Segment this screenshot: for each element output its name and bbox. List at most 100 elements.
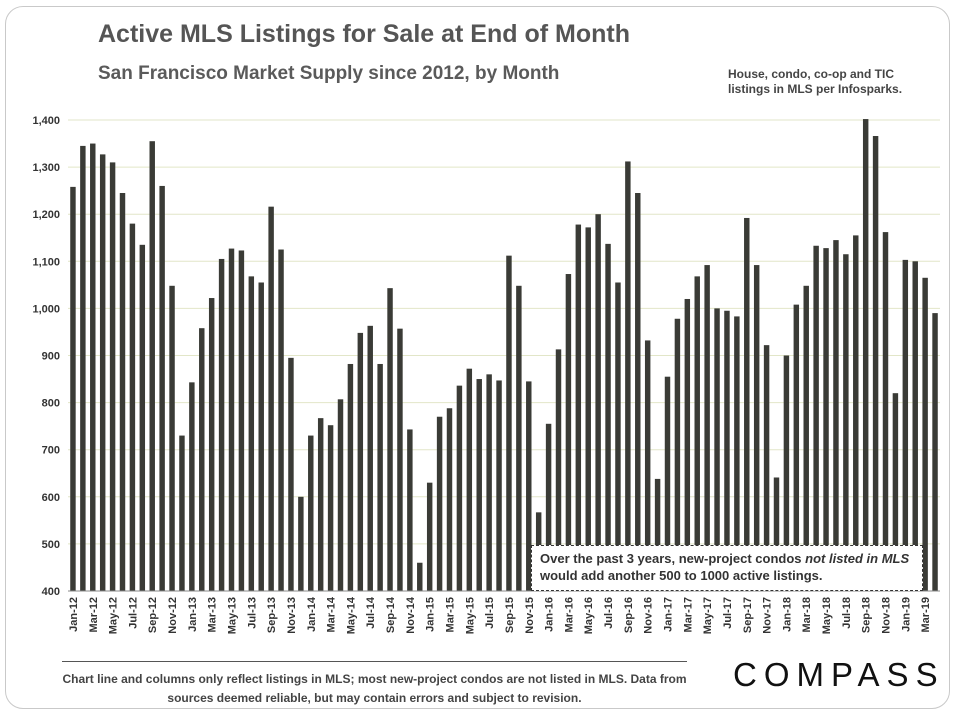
bar-Apr-16 <box>575 224 582 591</box>
bar-Aug-16 <box>615 282 621 591</box>
bar-Jul-13 <box>248 276 255 591</box>
bar-Apr-14 <box>337 399 344 591</box>
chart-subtitle: San Francisco Market Supply since 2012, … <box>98 63 560 84</box>
x-tick-label: Mar-14 <box>326 596 338 632</box>
x-tick-label: Nov-15 <box>524 597 536 634</box>
bar-Jan-17 <box>664 376 671 591</box>
bar-Aug-18 <box>853 235 859 591</box>
bar-Feb-14 <box>317 418 324 591</box>
x-tick-label: Jan-14 <box>306 596 318 632</box>
x-tick-label: Mar-17 <box>682 597 694 632</box>
y-tick-label: 1,400 <box>32 115 60 127</box>
bar-Jan-19 <box>902 259 909 591</box>
y-tick-label: 900 <box>42 351 60 363</box>
bar-Nov-15 <box>526 381 532 591</box>
x-tick-label: Nov-12 <box>167 597 179 634</box>
bar-Mar-16 <box>565 274 572 591</box>
x-tick-label: Nov-16 <box>643 597 655 634</box>
x-tick-label: Nov-18 <box>881 597 893 634</box>
bar-Sep-14 <box>387 288 393 591</box>
bar-Mar-19 <box>922 277 928 591</box>
x-axis-ticks: Jan-12 Mar-12 May-12 Jul-12 Sep-12 Nov-12 Jan-… <box>68 596 932 634</box>
bar-Apr-19 <box>932 313 938 591</box>
x-tick-label: Mar-16 <box>563 597 575 632</box>
x-tick-label: Nov-14 <box>405 596 417 634</box>
bar-Aug-17 <box>734 316 740 591</box>
bar-Nov-17 <box>763 345 770 591</box>
x-tick-label: May-14 <box>345 596 357 634</box>
x-tick-label: Mar-19 <box>920 597 932 632</box>
y-tick-label: 1,300 <box>32 162 60 174</box>
x-tick-label: Jan-13 <box>187 597 199 632</box>
bars <box>70 119 938 592</box>
bar-May-16 <box>585 227 591 591</box>
bar-Jun-16 <box>595 214 601 591</box>
x-tick-label: Jan-16 <box>544 597 556 632</box>
bar-Jan-14 <box>308 435 314 591</box>
bar-Jun-14 <box>357 332 364 591</box>
bar-Feb-12 <box>80 145 86 591</box>
bar-Sep-12 <box>149 141 155 591</box>
bar-Apr-12 <box>99 154 106 591</box>
chart-title: Active MLS Listings for Sale at End of M… <box>98 20 630 48</box>
x-tick-label: May-16 <box>583 597 595 634</box>
bar-Mar-15 <box>446 408 453 591</box>
x-tick-label: Jul-16 <box>603 597 615 629</box>
bar-Sep-17 <box>744 217 750 591</box>
x-tick-label: Sep-17 <box>742 597 754 633</box>
bar-Nov-18 <box>882 232 889 591</box>
annotation-italic: not listed in MLS <box>805 551 910 566</box>
x-tick-label: Jul-14 <box>365 596 377 629</box>
bar-Jul-16 <box>605 243 611 592</box>
x-tick-label: Jul-17 <box>722 597 734 629</box>
x-tick-label: Sep-14 <box>385 596 397 633</box>
x-tick-label: Sep-18 <box>861 597 873 633</box>
compass-logo: COMPASS <box>733 656 945 693</box>
bar-Dec-12 <box>179 435 185 591</box>
y-tick-label: 800 <box>42 398 60 410</box>
bar-Mar-12 <box>90 143 96 592</box>
bar-Jan-15 <box>426 482 433 591</box>
x-tick-label: Mar-13 <box>207 597 219 632</box>
y-tick-label: 1,000 <box>32 303 60 315</box>
bar-Feb-18 <box>793 304 800 591</box>
x-tick-label: May-17 <box>702 597 714 634</box>
y-tick-label: 400 <box>42 586 60 598</box>
bar-Jan-13 <box>189 382 195 591</box>
bar-Jul-12 <box>129 223 136 591</box>
bar-Oct-18 <box>872 136 879 591</box>
x-tick-label: Sep-13 <box>266 597 278 633</box>
bar-Nov-13 <box>288 357 294 591</box>
bar-Oct-16 <box>635 193 641 591</box>
bar-Oct-15 <box>516 285 522 591</box>
bar-Mar-13 <box>208 298 215 591</box>
bar-Aug-14 <box>377 363 383 591</box>
x-tick-label: Mar-15 <box>445 597 457 632</box>
bar-Sep-15 <box>506 255 512 591</box>
bar-May-13 <box>228 248 235 591</box>
x-tick-label: May-15 <box>464 597 476 634</box>
bar-Aug-12 <box>139 244 146 591</box>
x-tick-label: May-12 <box>108 597 120 634</box>
bar-Dec-13 <box>298 496 304 591</box>
bar-Dec-16 <box>654 478 661 591</box>
x-tick-label: Nov-13 <box>286 597 298 634</box>
bar-Jun-18 <box>833 240 839 592</box>
bar-Nov-14 <box>407 429 413 591</box>
bar-May-12 <box>109 162 116 591</box>
gridlines <box>68 119 940 545</box>
bar-Mar-17 <box>684 298 691 591</box>
bar-Sep-16 <box>625 161 631 591</box>
y-tick-label: 700 <box>42 445 60 457</box>
bar-Jul-14 <box>367 325 373 591</box>
x-tick-label: Jul-18 <box>841 597 853 629</box>
bar-Apr-15 <box>456 385 463 591</box>
bar-Apr-17 <box>694 276 700 591</box>
bar-May-18 <box>823 248 829 591</box>
annotation-box: Over the past 3 years, new-project condo… <box>531 545 923 591</box>
footer-disclaimer: Chart line and columns only reflect list… <box>62 672 687 705</box>
x-tick-label: Sep-16 <box>623 597 635 633</box>
bar-Dec-17 <box>773 477 780 591</box>
bar-May-15 <box>466 368 473 591</box>
